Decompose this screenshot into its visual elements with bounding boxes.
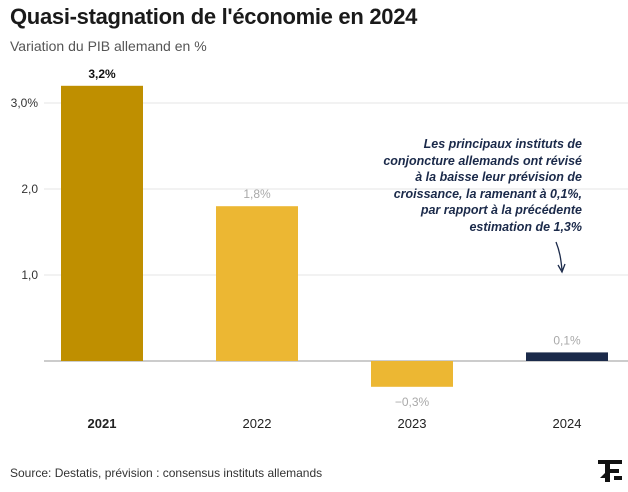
le-figaro-logo-icon [598, 460, 622, 482]
value-label-2021: 3,2% [88, 67, 116, 81]
bar-2022 [216, 206, 298, 361]
y-tick-label: 1,0 [21, 268, 38, 282]
value-label-2022: 1,8% [243, 187, 271, 201]
source-note: Source: Destatis, prévision : consensus … [10, 466, 323, 480]
bar-2023 [371, 361, 453, 387]
x-tick-label-2024: 2024 [553, 416, 582, 431]
x-tick-label-2022: 2022 [243, 416, 272, 431]
x-tick-label-2021: 2021 [88, 416, 117, 431]
y-tick-label: 3,0% [11, 96, 39, 110]
bar-2021 [61, 85, 143, 362]
y-tick-label: 2,0 [21, 182, 38, 196]
x-tick-label-2023: 2023 [398, 416, 427, 431]
forecast-annotation: Les principaux instituts de conjoncture … [383, 137, 582, 234]
chart-subtitle: Variation du PIB allemand en % [10, 38, 207, 54]
bar-2024 [526, 352, 608, 361]
chart-title: Quasi-stagnation de l'économie en 2024 [10, 4, 418, 29]
annotation-arrow [555, 241, 563, 271]
value-label-2023: −0,3% [395, 395, 430, 409]
value-label-2024: 0,1% [553, 333, 581, 347]
annotation-arrowhead [557, 263, 566, 274]
